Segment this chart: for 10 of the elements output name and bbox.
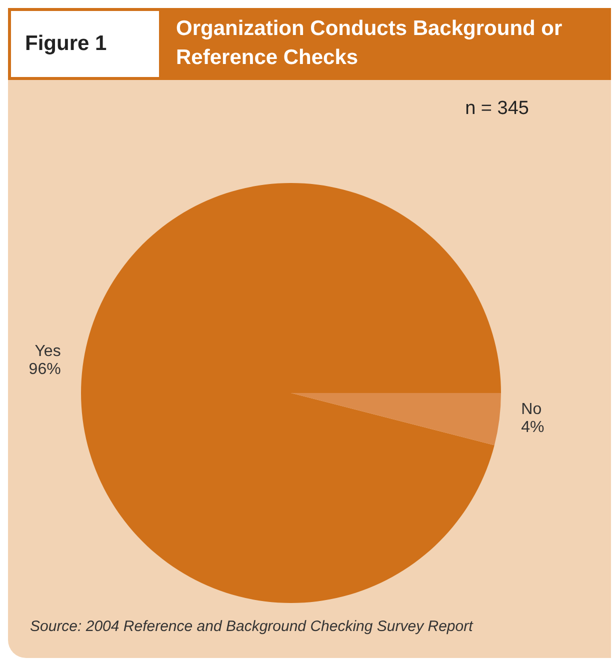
chart-title: Organization Conducts Background or Reference Checks: [175, 16, 564, 71]
data-label: 4%: [521, 419, 544, 436]
text: n = 345: [465, 98, 529, 120]
pie-slice: [81, 183, 501, 603]
slice-label: No: [521, 401, 542, 418]
caption: Figure 1: [11, 11, 159, 77]
source-note: Source: 2004 Reference and Background Checking Survey Report: [30, 618, 473, 635]
slice-label: Yes: [34, 342, 61, 360]
data-label: 96%: [28, 360, 61, 378]
pie-slice: [291, 393, 501, 446]
